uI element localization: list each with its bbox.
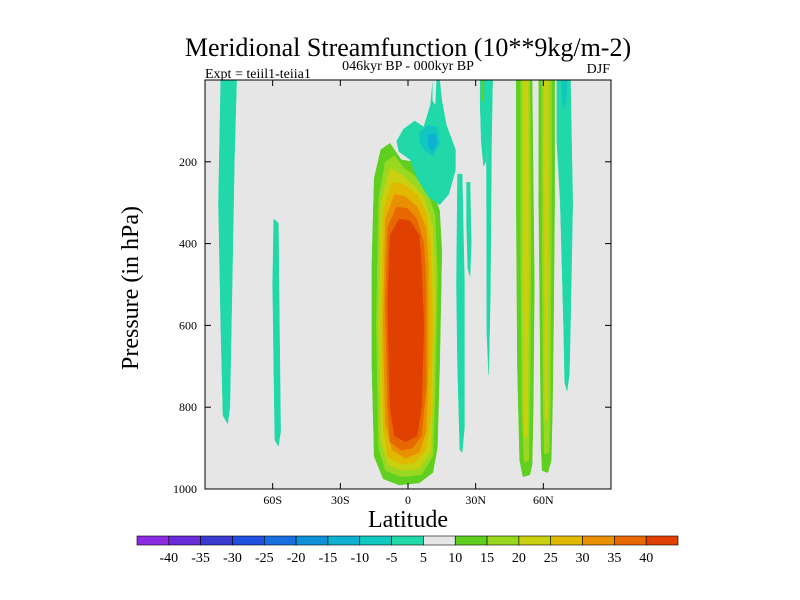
- y-tick-label: 800: [179, 400, 197, 414]
- colorbar-label: 20: [512, 551, 526, 566]
- colorbar-swatch: [454, 535, 488, 546]
- contour-region: [272, 218, 281, 447]
- colorbar-label: 30: [576, 551, 590, 566]
- x-tick-label: 60S: [263, 493, 282, 507]
- colorbar-label: -40: [159, 551, 178, 566]
- season-label: DJF: [587, 62, 611, 77]
- y-tick-label: 1000: [173, 482, 197, 496]
- contour-region: [466, 182, 472, 277]
- colorbar-swatch: [136, 535, 170, 546]
- plot-area: 60S 30S 0 30N 60N 200 400 600 800 1000: [173, 79, 612, 507]
- x-tick-label: 30S: [331, 493, 350, 507]
- colorbar-swatch: [263, 535, 297, 546]
- contour-region: [561, 80, 568, 110]
- contour-region: [428, 132, 438, 153]
- chart-subtitle: 046kyr BP - 000kyr BP: [342, 59, 474, 74]
- colorbar-label: 25: [544, 551, 558, 566]
- colorbar-swatch: [327, 535, 361, 546]
- contour-region: [481, 80, 485, 101]
- colorbar-swatch: [582, 535, 615, 546]
- colorbar-swatch: [295, 535, 329, 546]
- contour-region: [387, 218, 425, 443]
- colorbar-swatch: [614, 535, 647, 546]
- contour-region: [486, 80, 493, 375]
- y-tick-label: 400: [179, 237, 197, 251]
- colorbar-label: -30: [223, 551, 242, 566]
- contour-region: [456, 173, 465, 453]
- colorbar-swatch: [232, 535, 265, 546]
- contour-region: [432, 80, 437, 106]
- colorbar-swatch: [550, 535, 583, 546]
- x-tick-label: 0: [405, 493, 411, 507]
- colorbar-swatch: [518, 535, 552, 546]
- x-axis: 60S 30S 0 30N 60N: [263, 80, 554, 507]
- colorbar-swatch: [423, 535, 456, 546]
- colorbar-label: -15: [319, 551, 338, 566]
- y-tick-label: 600: [179, 318, 197, 332]
- x-tick-label: 30N: [465, 493, 486, 507]
- colorbar-label: -10: [350, 551, 369, 566]
- colorbar-swatch: [486, 535, 520, 546]
- y-tick-label: 200: [179, 155, 197, 169]
- experiment-label: Expt = teiil1-teiia1: [205, 67, 311, 82]
- colorbar-label: -20: [287, 551, 306, 566]
- colorbar-label: -35: [191, 551, 210, 566]
- colorbar-label: 10: [448, 551, 462, 566]
- colorbar-swatch: [200, 535, 233, 546]
- colorbar-swatch: [359, 535, 392, 546]
- colorbar-label: -25: [255, 551, 274, 566]
- x-axis-title: Latitude: [368, 507, 448, 533]
- colorbar-label: 5: [420, 551, 427, 566]
- colorbar-label: 15: [480, 551, 494, 566]
- contour-region: [218, 80, 237, 425]
- colorbar: -40 -35 -30 -25 -20 -15 -10 -5 5 10 15 20 25 30 35 40: [136, 535, 679, 566]
- colorbar-label: -5: [386, 551, 398, 566]
- contour-region: [543, 80, 549, 422]
- chart-title: Meridional Streamfunction (10**9kg/m-2): [185, 33, 631, 62]
- colorbar-swatch: [645, 535, 679, 546]
- colorbar-label: 40: [639, 551, 653, 566]
- contour-region: [522, 80, 529, 439]
- colorbar-swatch: [168, 535, 201, 546]
- x-tick-label: 60N: [533, 493, 554, 507]
- y-axis-title: Pressure (in hPa): [118, 206, 144, 370]
- contour-region: [556, 80, 573, 391]
- colorbar-swatch: [391, 535, 424, 546]
- colorbar-label: 35: [607, 551, 621, 566]
- contour-layer: [218, 80, 573, 486]
- y-axis: 200 400 600 800 1000: [173, 155, 611, 496]
